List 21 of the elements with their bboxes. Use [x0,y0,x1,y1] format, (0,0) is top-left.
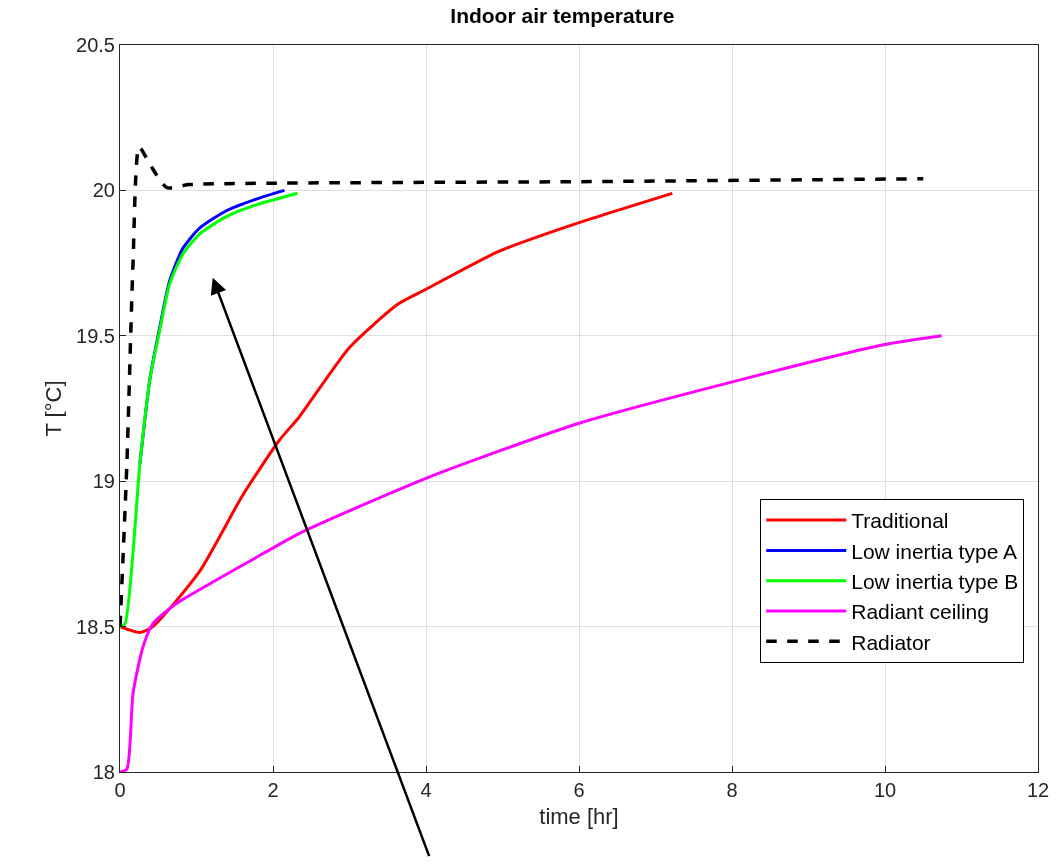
legend-label: Radiator [851,630,931,654]
y-tick-label: 20.5 [76,34,115,56]
y-tick-label: 19 [92,470,115,493]
legend-label: Low inertia type A [851,539,1017,563]
legend-label: Traditional [851,509,949,533]
x-axis-title: time [hr] [539,803,619,829]
y-tick-label: 18 [92,761,115,783]
x-tick-label: 6 [573,779,585,801]
y-tick-label: 20 [92,179,115,202]
legend-label: Radiant ceiling [851,600,989,624]
legend-label: Low inertia type B [851,569,1019,593]
y-axis-title: T [°C] [40,380,66,437]
y-tick-label: 19.5 [76,324,115,347]
x-tick-label: 8 [726,779,738,801]
y-tick-label: 18.5 [76,615,115,638]
x-tick-label: 10 [873,779,897,801]
x-tick-label: 2 [267,779,279,801]
x-tick-label: 0 [114,779,126,801]
x-tick-label: 4 [420,779,432,801]
x-tick-label: 12 [1026,779,1050,801]
chart-title: Indoor air temperature [450,3,675,27]
